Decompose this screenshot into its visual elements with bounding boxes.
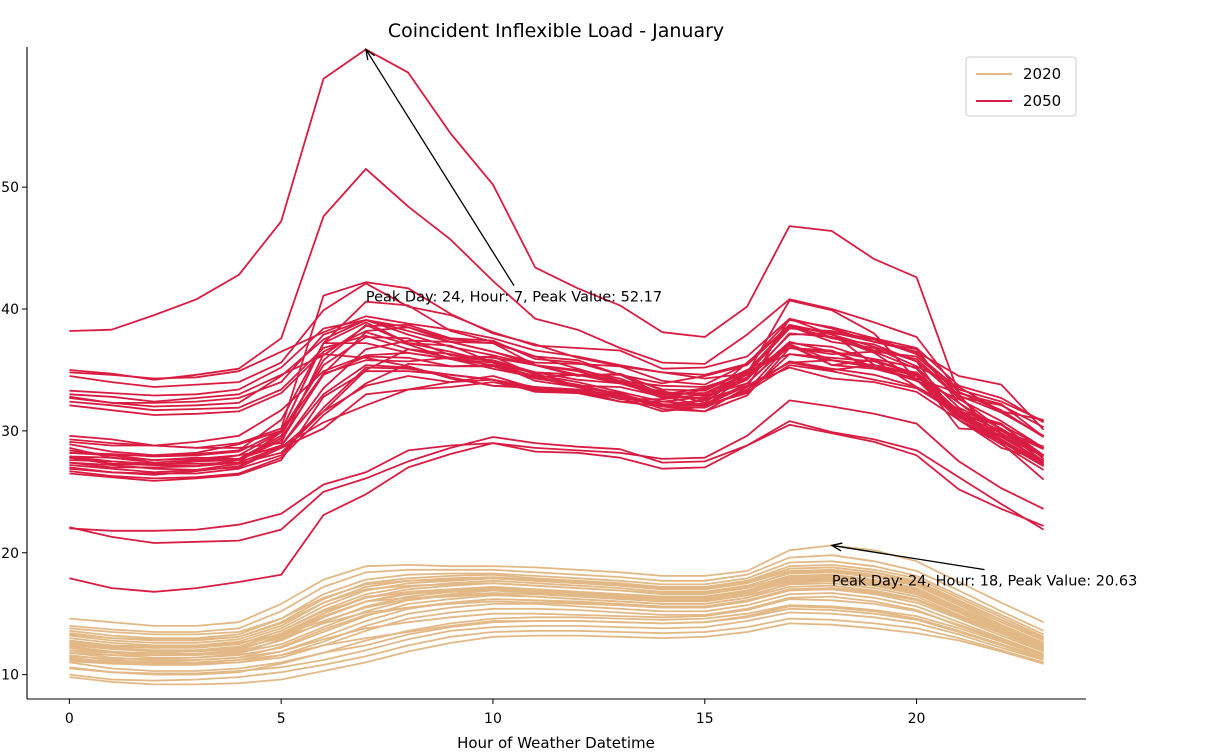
x-tick-label: 15 [696, 711, 714, 727]
annotation-text-1: Peak Day: 24, Hour: 18, Peak Value: 20.6… [832, 574, 1137, 590]
series-2020-line-10 [69, 582, 1044, 656]
series-2050-line-31 [69, 48, 1045, 481]
series-2050-line-25 [69, 360, 1044, 462]
y-ticks: 10 20 30 40 50 [1, 180, 27, 684]
series-2020-line-1 [69, 554, 1044, 633]
series-2050-line-29 [69, 423, 1044, 544]
legend-label-2050: 2050 [1023, 92, 1061, 110]
series-2020-line-25 [69, 587, 1044, 654]
series-2050-line-4 [69, 321, 1045, 471]
x-ticks: 0 5 10 15 20 [65, 699, 926, 727]
series-2020-line-17 [69, 578, 1044, 649]
series-2050-line-26 [69, 343, 1045, 474]
annotation-arrowhead-0 [364, 47, 375, 61]
x-axis-label: Hour of Weather Datetime [457, 734, 655, 752]
series-2050-line-18 [69, 340, 1045, 457]
series-2050-line-5 [69, 317, 1044, 461]
chart-title: Coincident Inflexible Load - January [388, 20, 724, 42]
annotation-arrow-0 [365, 49, 515, 287]
annotations: Peak Day: 24, Hour: 7, Peak Value: 52.17… [364, 47, 1137, 590]
series-2020-line-28 [69, 566, 1044, 639]
series-2020-line-24 [69, 605, 1044, 666]
x-tick-label: 5 [277, 711, 286, 727]
y-tick-label: 30 [1, 424, 19, 440]
series-2020-line-18 [69, 598, 1044, 665]
series-2020-line-16 [69, 579, 1044, 660]
legend-label-2020: 2020 [1023, 65, 1061, 83]
series-2050-line-23 [69, 315, 1045, 424]
series-2020-line-26 [69, 570, 1044, 642]
legend: 2020 2050 [965, 56, 1077, 117]
series-2050-line-27 [69, 359, 1045, 468]
series-2020-line-2 [69, 560, 1044, 639]
series-2050-line-22 [69, 362, 1045, 480]
series-2050-line-13 [69, 282, 1045, 431]
series-2050-line-32 [69, 167, 1045, 438]
annotation-arrowhead-1 [830, 542, 843, 552]
series-2020-line-27 [69, 575, 1044, 648]
series-2020-line-15 [69, 576, 1044, 656]
series-2020-line-19 [69, 604, 1044, 676]
y-tick-label: 10 [1, 668, 19, 684]
y-tick-label: 40 [1, 302, 19, 318]
x-tick-label: 20 [908, 711, 926, 727]
series-2050-line-30 [69, 420, 1045, 593]
y-tick-label: 50 [1, 180, 19, 196]
annotation-text-0: Peak Day: 24, Hour: 7, Peak Value: 52.17 [366, 290, 662, 306]
x-tick-label: 10 [484, 711, 502, 727]
series-lines [69, 48, 1045, 686]
series-2020-line-0 [69, 544, 1044, 627]
series-2050-line-28 [69, 399, 1044, 532]
series-2050-line-24 [69, 366, 1044, 482]
series-2020-line-22 [69, 617, 1044, 682]
annotation-arrow-1 [831, 544, 985, 571]
series-2020-line-21 [69, 611, 1044, 675]
series-2020-line-30 [69, 587, 1044, 663]
series-2020-line-23 [69, 622, 1044, 686]
series-2020-line-29 [69, 577, 1044, 652]
y-tick-label: 20 [1, 546, 19, 562]
x-tick-label: 0 [65, 711, 74, 727]
